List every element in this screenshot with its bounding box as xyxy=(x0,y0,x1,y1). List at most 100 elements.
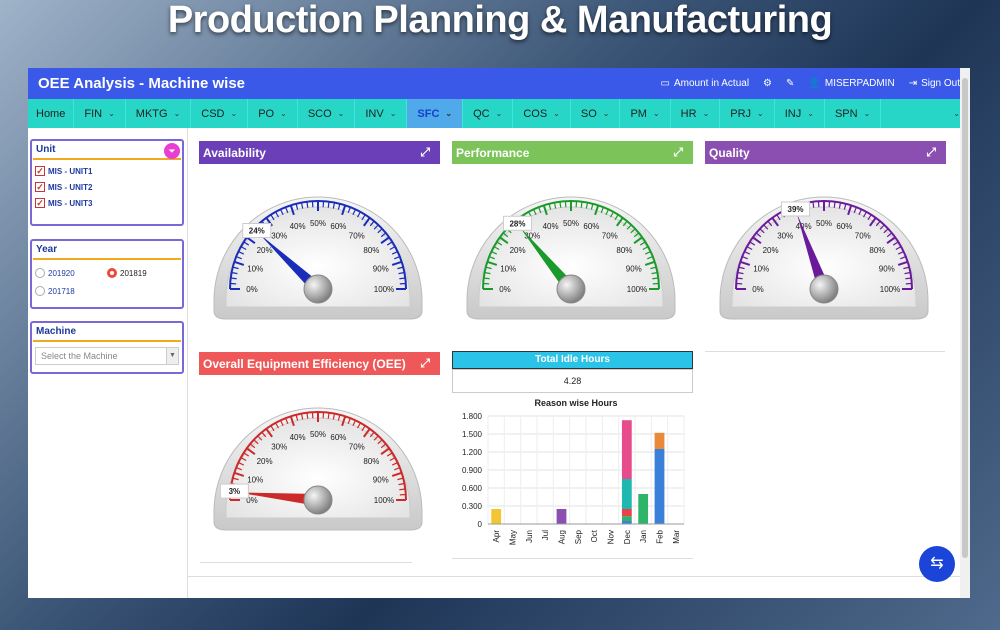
gauge-needle xyxy=(796,213,830,292)
year-radio[interactable]: 201920 xyxy=(35,268,75,278)
gauge-tick xyxy=(900,256,907,260)
nav-item-cos[interactable]: COS ⌄ xyxy=(513,99,571,128)
gauge-tick xyxy=(253,439,259,445)
nav-item-so[interactable]: SO ⌄ xyxy=(571,99,621,128)
gauge-tick xyxy=(739,260,751,266)
x-tick-label: Mar xyxy=(672,530,681,544)
gauge-tick xyxy=(279,209,284,216)
gauge-tick-label: 0% xyxy=(752,285,764,294)
gauge-tick-label: 0% xyxy=(246,285,258,294)
x-tick-label: Feb xyxy=(656,529,665,543)
year-radio[interactable]: 201718 xyxy=(35,286,75,296)
unit-checkbox[interactable]: ✓ MIS - UNIT2 xyxy=(35,182,93,192)
gauge-tick-label: 10% xyxy=(247,476,263,485)
gauge-tick xyxy=(386,452,393,457)
gauge-tick xyxy=(616,217,624,227)
gauge-tick xyxy=(737,271,744,275)
gauge-tick xyxy=(398,271,405,275)
gauge-tick xyxy=(752,236,762,244)
bar-segment xyxy=(654,432,665,449)
gauge-needle xyxy=(520,227,576,293)
expand-icon[interactable]: ⤢ xyxy=(926,145,936,159)
gauge-tick xyxy=(246,447,256,455)
x-tick-label: Jan xyxy=(639,530,648,543)
gauge-tick xyxy=(639,241,646,246)
switch-button[interactable]: ⇆ xyxy=(919,546,955,582)
y-tick-label: 0.300 xyxy=(462,502,483,511)
signout-button[interactable]: ⇥ Sign Out xyxy=(908,78,960,89)
gauge-hub xyxy=(809,274,839,304)
gauge-tick xyxy=(484,271,491,275)
gauge-tick xyxy=(386,241,393,246)
gauge-tick-label: 80% xyxy=(363,457,379,466)
nav-spacer xyxy=(881,99,943,128)
gauge-hub xyxy=(303,274,333,304)
nav-home[interactable]: Home xyxy=(28,99,75,128)
money-icon: ▭ xyxy=(660,78,670,89)
nav-item-po[interactable]: PO ⌄ xyxy=(248,99,298,128)
unit-checkbox[interactable]: ✓ MIS - UNIT3 xyxy=(35,198,93,208)
nav-item-inj[interactable]: INJ ⌄ xyxy=(775,99,825,128)
gauge-tick xyxy=(746,246,753,251)
machine-select[interactable]: Select the Machine ▼ xyxy=(35,347,179,365)
gauge-tick-label: 60% xyxy=(330,222,346,231)
gauge-tick xyxy=(363,428,371,438)
nav-item-hr[interactable]: HR ⌄ xyxy=(671,99,721,128)
nav-item-qc[interactable]: QC ⌄ xyxy=(463,99,514,128)
nav-item-pm[interactable]: PM ⌄ xyxy=(620,99,671,128)
page-title: Production Planning & Manufacturing xyxy=(167,0,833,41)
gauge-tick xyxy=(289,415,295,427)
gauge-tick xyxy=(763,224,769,230)
gauge-tick xyxy=(847,204,853,216)
gauge-tick xyxy=(352,209,357,216)
gauge-tick xyxy=(300,413,304,420)
nav-item-csd[interactable]: CSD ⌄ xyxy=(191,99,249,128)
gauge-tick-label: 50% xyxy=(816,219,832,228)
nav-item-mktg[interactable]: MKTG ⌄ xyxy=(126,99,192,128)
gauge-tick xyxy=(875,220,881,227)
gauge-tick xyxy=(389,457,396,462)
nav-item-sfc[interactable]: SFC ⌄ xyxy=(407,99,464,128)
scrollbar[interactable] xyxy=(960,68,970,598)
chevron-down-icon: ⌄ xyxy=(108,109,115,118)
nav-item-prj[interactable]: PRJ ⌄ xyxy=(720,99,775,128)
gauge-tick xyxy=(904,271,911,275)
year-radio[interactable]: 201819 xyxy=(107,268,147,278)
swap-icon: ⇆ xyxy=(930,555,944,572)
nav-item-sco[interactable]: SCO ⌄ xyxy=(298,99,356,128)
settings-icon[interactable]: ⚙ xyxy=(763,78,773,89)
gauge-tick xyxy=(361,425,366,432)
filter-icon[interactable]: ⏷ xyxy=(164,143,180,159)
gauge-tick xyxy=(391,250,398,255)
expand-icon[interactable]: ⤢ xyxy=(420,145,430,159)
gauge-tick xyxy=(741,256,748,260)
scrollbar-thumb[interactable] xyxy=(962,78,968,558)
bar-segment xyxy=(556,509,567,524)
gauge-tick xyxy=(377,439,383,445)
gauge-tick-label: 80% xyxy=(869,246,885,255)
nav-item-inv[interactable]: INV ⌄ xyxy=(355,99,408,128)
dropdown-arrow-icon: ▼ xyxy=(166,348,178,364)
chevron-down-icon: ⌄ xyxy=(337,109,345,118)
amount-toggle[interactable]: ▭ Amount in Actual xyxy=(660,78,750,89)
unit-checkbox[interactable]: ✓ MIS - UNIT1 xyxy=(35,166,93,176)
gauge-tick xyxy=(394,467,401,471)
gauge-tick-label: 30% xyxy=(271,232,287,241)
nav-more-button[interactable]: ⌄ xyxy=(943,99,970,128)
gauge-tick-label: 90% xyxy=(879,265,895,274)
expand-icon[interactable]: ⤢ xyxy=(420,356,430,370)
gauge-tick xyxy=(257,435,263,441)
user-menu[interactable]: 👤 MISERPADMIN xyxy=(808,78,895,89)
expand-icon[interactable]: ⤢ xyxy=(673,145,683,159)
brush-icon[interactable]: ✎ xyxy=(786,78,795,89)
gauge-tick-label: 60% xyxy=(330,433,346,442)
gauge-tick-label: 40% xyxy=(290,222,306,231)
gauge-tick-label: 40% xyxy=(543,222,559,231)
gauge-tick xyxy=(633,236,643,244)
nav-item-spn[interactable]: SPN ⌄ xyxy=(825,99,882,128)
nav-item-fin[interactable]: FIN ⌄ xyxy=(74,99,126,128)
gauge-value-label: 39% xyxy=(788,205,804,214)
gauge-tick xyxy=(642,246,649,251)
gauge-tick xyxy=(903,266,910,270)
main-nav: Home FIN ⌄ MKTG ⌄ CSD ⌄ PO ⌄ SCO ⌄ INV ⌄ SFC ⌄ QC ⌄ COS ⌄… xyxy=(28,99,970,128)
